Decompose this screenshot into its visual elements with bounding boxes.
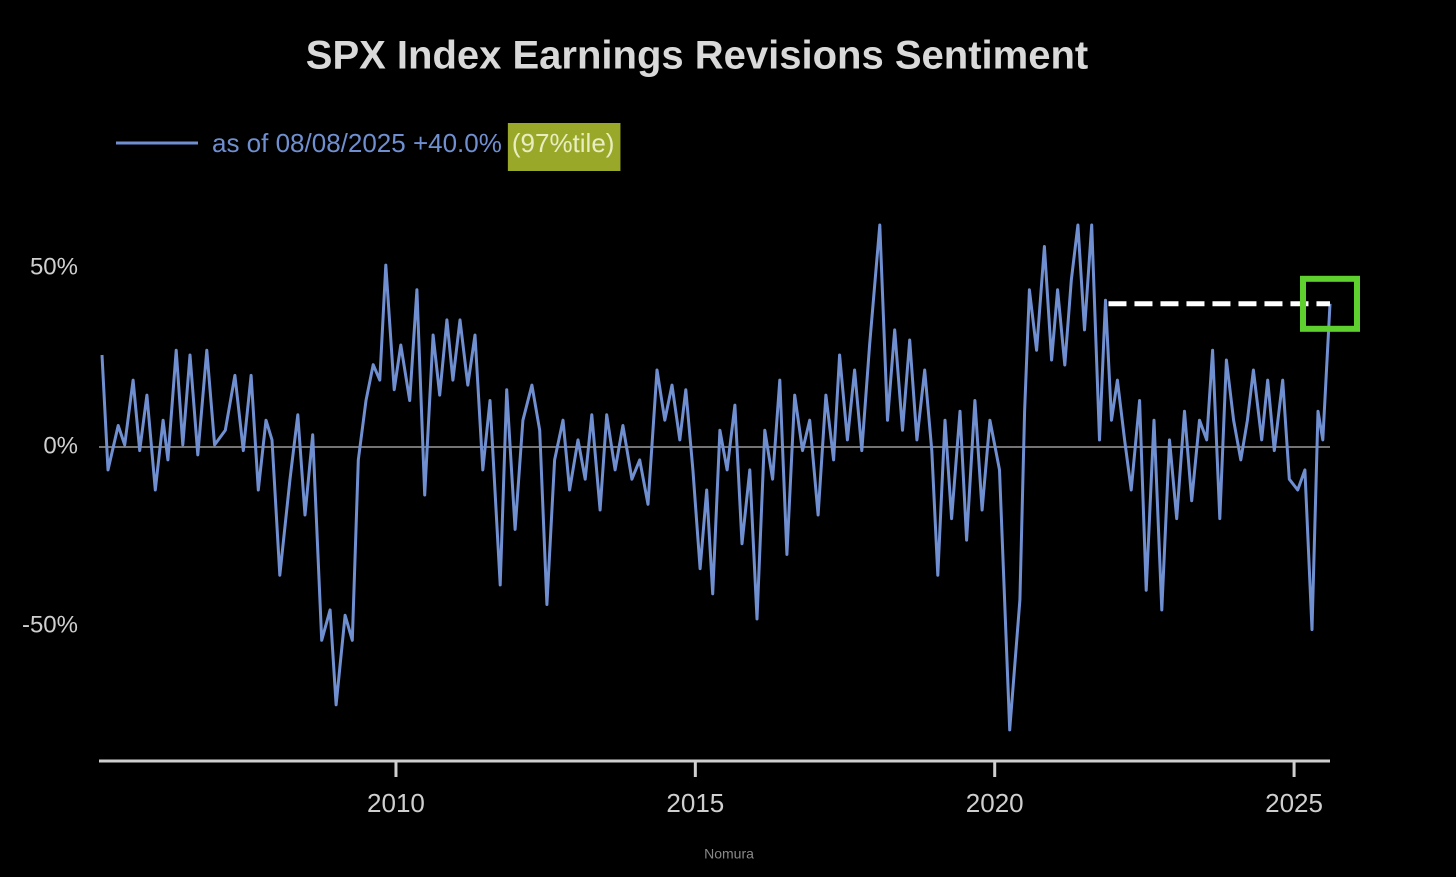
legend-label: as of 08/08/2025 +40.0%	[212, 128, 502, 158]
x-tick-label: 2010	[367, 788, 425, 818]
y-tick-label: 50%	[30, 253, 78, 280]
series-line	[100, 223, 1332, 732]
legend-note: (97%tile)	[512, 128, 615, 158]
x-tick-label: 2020	[966, 788, 1024, 818]
y-tick-label: 0%	[43, 432, 78, 459]
x-tick-label: 2025	[1265, 788, 1323, 818]
legend-note-highlight	[507, 123, 621, 171]
x-tick-label: 2015	[666, 788, 724, 818]
highlight-box	[1300, 275, 1360, 332]
source: Nomura	[704, 846, 754, 862]
chart-title: SPX Index Earnings Revisions Sentiment	[306, 34, 1088, 78]
y-tick-label: -50%	[22, 611, 78, 638]
